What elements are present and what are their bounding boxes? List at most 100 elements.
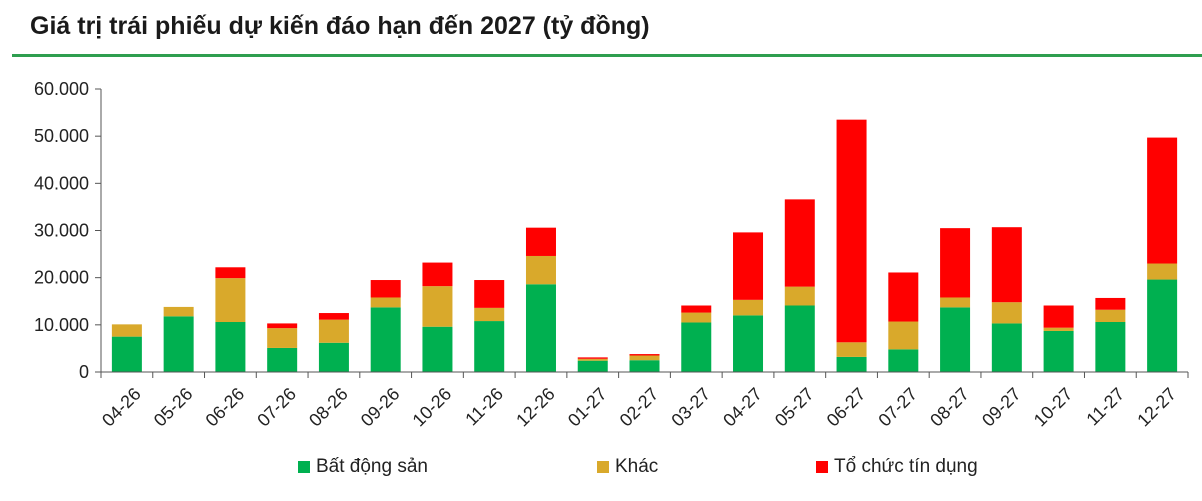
bar-06-26-series-0 bbox=[215, 322, 246, 372]
x-tick-label: 07-26 bbox=[253, 384, 300, 431]
bar-12-26-series-2 bbox=[525, 227, 556, 256]
legend-label-khac: Khác bbox=[615, 456, 659, 477]
y-tick-label: 10.000 bbox=[34, 315, 89, 335]
bar-07-27-series-0 bbox=[888, 349, 919, 372]
bar-06-26-series-2 bbox=[215, 267, 246, 279]
legend-swatch-khac bbox=[597, 461, 609, 473]
bar-11-26-series-0 bbox=[474, 321, 505, 372]
bar-10-27-series-0 bbox=[1043, 330, 1074, 372]
bar-04-26-series-1 bbox=[111, 324, 142, 337]
legend-label-bat-dong-san: Bất động sản bbox=[316, 456, 428, 477]
x-tick-label: 05-26 bbox=[150, 384, 197, 431]
bar-08-27-series-1 bbox=[940, 297, 971, 308]
bar-05-27-series-2 bbox=[784, 199, 815, 287]
bars-layer bbox=[111, 119, 1178, 373]
x-tick-label: 08-27 bbox=[926, 384, 973, 431]
chart-title: Giá trị trái phiếu dự kiến đáo hạn đến 2… bbox=[30, 12, 650, 40]
title-underline bbox=[12, 54, 1202, 57]
bar-12-27-series-0 bbox=[1147, 279, 1178, 372]
bar-11-26-series-2 bbox=[474, 280, 505, 308]
bar-09-26-series-0 bbox=[370, 307, 401, 372]
legend-item-khac: Khác bbox=[597, 456, 658, 478]
bar-03-27-series-2 bbox=[681, 305, 712, 313]
bar-10-27-series-1 bbox=[1043, 327, 1074, 331]
bar-09-27-series-0 bbox=[991, 323, 1022, 372]
y-tick-label: 50.000 bbox=[34, 126, 89, 146]
x-tick-label: 01-27 bbox=[564, 384, 611, 431]
y-tick-label: 0 bbox=[79, 362, 89, 382]
bar-12-27-series-1 bbox=[1147, 263, 1178, 280]
bar-07-26-series-2 bbox=[267, 323, 298, 329]
x-tick-label: 10-27 bbox=[1030, 384, 1077, 431]
x-tick-label: 11-26 bbox=[461, 384, 507, 430]
bar-05-27-series-0 bbox=[784, 305, 815, 372]
bar-02-27-series-1 bbox=[629, 355, 660, 361]
y-tick-label: 30.000 bbox=[34, 221, 89, 241]
bar-01-27-series-1 bbox=[577, 358, 608, 361]
legend-item-bat-dong-san: Bất động sản bbox=[298, 456, 428, 478]
x-tick-label: 07-27 bbox=[874, 384, 921, 431]
x-tick-label: 03-27 bbox=[667, 384, 714, 431]
bar-06-27-series-2 bbox=[836, 119, 867, 343]
bar-11-27-series-2 bbox=[1095, 297, 1126, 310]
y-tick-label: 60.000 bbox=[34, 79, 89, 99]
bar-08-26-series-1 bbox=[318, 319, 349, 343]
x-tick-label: 04-26 bbox=[98, 384, 145, 431]
bar-09-27-series-2 bbox=[991, 227, 1022, 303]
bar-07-27-series-2 bbox=[888, 272, 919, 322]
bar-10-27-series-2 bbox=[1043, 305, 1074, 328]
stacked-bar-chart: 0 10.000 20.000 30.000 40.000 50.000 60.000 04-… bbox=[34, 79, 1189, 431]
bar-07-26-series-0 bbox=[267, 347, 298, 372]
legend-label-to-chuc-tin-dung: Tổ chức tín dụng bbox=[834, 456, 978, 477]
x-tick-label: 05-27 bbox=[771, 384, 818, 431]
y-tick-label: 20.000 bbox=[34, 268, 89, 288]
bar-12-26-series-1 bbox=[525, 255, 556, 285]
bar-08-27-series-2 bbox=[940, 228, 971, 298]
bar-08-27-series-0 bbox=[940, 307, 971, 372]
bar-11-26-series-1 bbox=[474, 307, 505, 322]
bar-11-27-series-0 bbox=[1095, 322, 1126, 372]
bar-12-26-series-0 bbox=[525, 284, 556, 372]
bar-01-27-series-0 bbox=[577, 360, 608, 372]
x-tick-label: 06-27 bbox=[823, 384, 870, 431]
bar-06-27-series-1 bbox=[836, 342, 867, 357]
bar-04-26-series-0 bbox=[111, 336, 142, 373]
x-tick-label: 09-27 bbox=[978, 384, 1025, 431]
bar-09-27-series-1 bbox=[991, 302, 1022, 324]
bar-08-26-series-0 bbox=[318, 342, 349, 372]
bar-06-26-series-1 bbox=[215, 278, 246, 323]
bar-03-27-series-1 bbox=[681, 312, 712, 323]
x-tick-label: 12-27 bbox=[1133, 384, 1180, 431]
x-tick-label: 08-26 bbox=[305, 384, 352, 431]
bar-10-26-series-1 bbox=[422, 286, 453, 327]
x-tick-label: 11-27 bbox=[1082, 384, 1128, 430]
x-tick-label: 02-27 bbox=[616, 384, 663, 431]
bar-06-27-series-0 bbox=[836, 356, 867, 372]
bar-04-27-series-0 bbox=[733, 315, 764, 372]
bar-11-27-series-1 bbox=[1095, 309, 1126, 322]
x-tick-label: 06-26 bbox=[202, 384, 249, 431]
x-tick-label: 04-27 bbox=[719, 384, 766, 431]
bar-02-27-series-0 bbox=[629, 360, 660, 372]
bar-07-26-series-1 bbox=[267, 328, 298, 348]
bar-01-27-series-2 bbox=[577, 357, 608, 359]
x-tick-label: 12-26 bbox=[512, 384, 559, 431]
x-tick-label: 10-26 bbox=[409, 384, 456, 431]
legend-swatch-bat-dong-san bbox=[298, 461, 310, 473]
legend-swatch-to-chuc-tin-dung bbox=[816, 461, 828, 473]
bar-09-26-series-2 bbox=[370, 280, 401, 298]
legend: Bất động sản Khác Tổ chức tín dụng bbox=[0, 456, 1202, 486]
bar-04-27-series-2 bbox=[733, 232, 764, 300]
bar-05-27-series-1 bbox=[784, 286, 815, 306]
bar-02-27-series-2 bbox=[629, 354, 660, 356]
bar-05-26-series-1 bbox=[163, 306, 194, 317]
bar-09-26-series-1 bbox=[370, 297, 401, 308]
legend-item-to-chuc-tin-dung: Tổ chức tín dụng bbox=[816, 456, 978, 478]
bar-07-27-series-1 bbox=[888, 321, 919, 350]
bar-04-27-series-1 bbox=[733, 299, 764, 316]
y-tick-label: 40.000 bbox=[34, 173, 89, 193]
bar-03-27-series-0 bbox=[681, 322, 712, 372]
bar-12-27-series-2 bbox=[1147, 137, 1178, 264]
x-tick-label: 09-26 bbox=[357, 384, 404, 431]
bar-10-26-series-2 bbox=[422, 262, 453, 287]
